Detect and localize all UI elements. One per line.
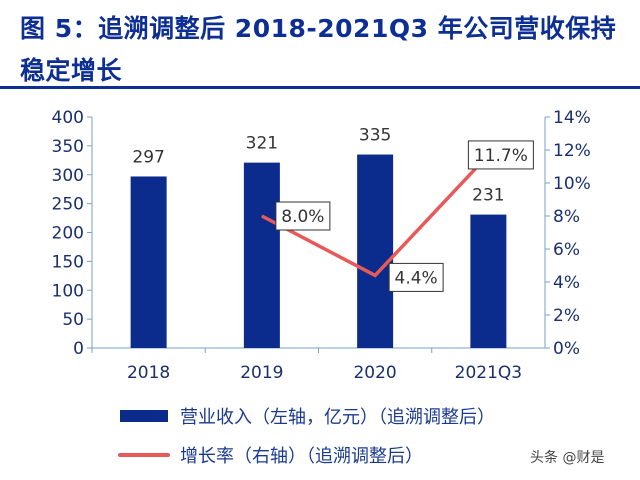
bar-revenue	[243, 162, 280, 348]
x-tick-label: 2018	[127, 363, 170, 383]
left-tick-label: 0	[73, 339, 84, 359]
line-data-label-box	[275, 201, 331, 231]
left-tick-label: 150	[52, 252, 84, 272]
left-tick-label: 250	[52, 195, 84, 215]
bar-revenue	[130, 176, 167, 348]
right-tick-label: 12%	[553, 141, 591, 161]
bar-data-label: 231	[472, 186, 504, 206]
left-tick-label: 300	[52, 166, 84, 186]
title-rule	[0, 86, 640, 89]
right-tick-label: 4%	[553, 273, 580, 293]
x-tick-label: 2020	[353, 363, 396, 383]
line-data-label-box	[467, 140, 534, 170]
bar-data-label: 335	[359, 126, 391, 146]
right-tick-label: 2%	[553, 306, 580, 326]
legend-bar-label: 营业收入（左轴，亿元）（追溯调整后）	[180, 407, 495, 428]
line-data-label: 11.7%	[474, 146, 528, 166]
left-tick-label: 50	[62, 310, 84, 330]
left-tick-label: 350	[52, 137, 84, 157]
watermark: 头条 @财是	[530, 449, 604, 466]
x-tick-label: 2019	[240, 363, 283, 383]
right-tick-label: 8%	[553, 207, 580, 227]
x-tick-label: 2021Q3	[455, 363, 522, 383]
right-tick-label: 6%	[553, 240, 580, 260]
line-data-label-box	[388, 262, 444, 292]
left-tick-label: 200	[52, 224, 84, 244]
bar-revenue	[357, 154, 394, 348]
left-tick-label: 100	[52, 281, 84, 301]
right-tick-label: 10%	[553, 174, 591, 194]
chart-title: 图 5：追溯调整后 2018-2021Q3 年公司营收保持稳定增长	[20, 14, 617, 85]
bar-revenue	[470, 214, 507, 348]
right-tick-label: 0%	[553, 339, 580, 359]
line-data-label: 4.4%	[395, 268, 438, 288]
growth-rate-line	[261, 153, 490, 278]
left-tick-label: 400	[52, 108, 84, 128]
legend-bar-swatch	[120, 410, 168, 422]
right-tick-label: 14%	[553, 108, 591, 128]
bar-data-label: 297	[132, 147, 164, 167]
line-data-label: 8.0%	[281, 207, 324, 227]
legend-line-label: 增长率（右轴）（追溯调整后）	[180, 446, 423, 467]
bar-data-label: 321	[246, 134, 278, 154]
